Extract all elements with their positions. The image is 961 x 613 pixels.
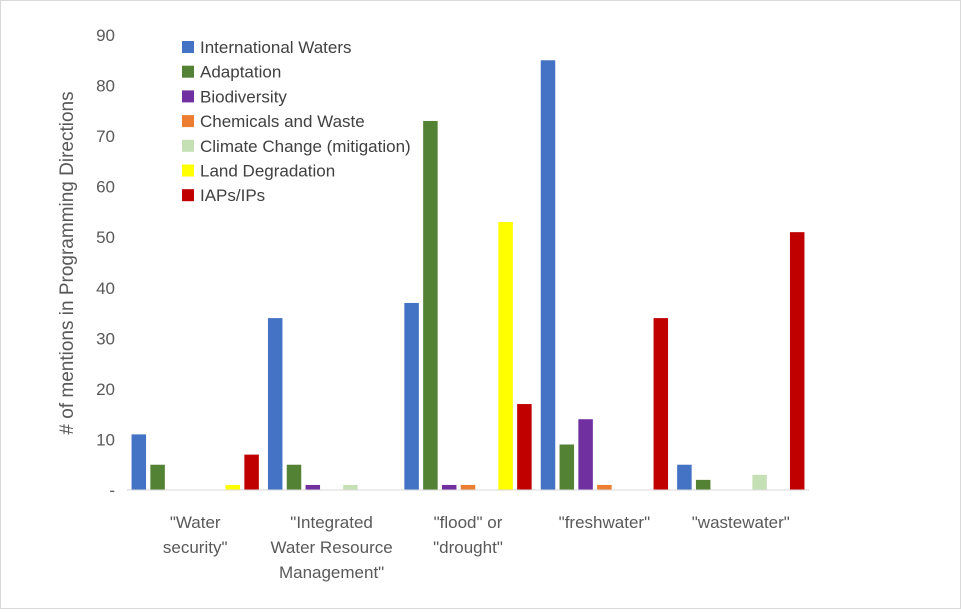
- bar: [517, 404, 532, 490]
- bar: [404, 302, 419, 490]
- bar: [677, 464, 692, 490]
- bar: [695, 479, 711, 490]
- legend-label: Chemicals and Waste: [200, 112, 365, 131]
- bar: [789, 232, 805, 490]
- legend-swatch: [182, 164, 194, 177]
- legend-swatch: [182, 41, 194, 53]
- y-tick-label: -: [109, 481, 115, 500]
- x-axis-category-labels: "Water security" "Integrated Water Resource…: [163, 513, 790, 582]
- legend-swatch: [182, 115, 194, 128]
- bar: [540, 60, 556, 491]
- bar: [559, 444, 575, 490]
- y-tick-label: 30: [96, 329, 115, 348]
- bar: [267, 318, 283, 490]
- y-tick-label: 80: [96, 77, 115, 96]
- legend-swatch: [182, 139, 194, 152]
- legend-swatch: [182, 90, 194, 103]
- legend-label: Adaptation: [200, 63, 281, 82]
- x-tick-label: "Water: [170, 513, 221, 532]
- y-tick-label: 90: [96, 26, 115, 45]
- legend-label: IAPs/IPs: [200, 186, 265, 205]
- legend-label: International Waters: [200, 38, 352, 57]
- bar: [244, 454, 259, 490]
- y-axis-label-group: # of mentions in Programming Directions: [57, 91, 78, 434]
- x-tick-label: Water Resource: [271, 538, 393, 557]
- x-tick-label: "freshwater": [559, 513, 650, 532]
- y-tick-label: 40: [96, 279, 115, 298]
- legend-swatch: [182, 189, 194, 202]
- bar: [441, 484, 457, 490]
- bar: [752, 474, 767, 490]
- bar: [131, 434, 147, 490]
- x-tick-label: "flood" or: [434, 513, 503, 532]
- y-tick-label: 50: [96, 228, 115, 247]
- bar: [343, 484, 358, 490]
- legend-swatch: [182, 65, 194, 78]
- x-tick-label: "wastewater": [692, 513, 790, 532]
- bar: [150, 464, 165, 490]
- bar: [286, 464, 302, 490]
- y-axis-ticks: - 10 20 30 40 50 60 70 80 90: [96, 26, 115, 500]
- bar: [423, 120, 438, 490]
- y-tick-label: 70: [96, 127, 115, 146]
- bar: [305, 484, 321, 490]
- x-tick-label: "Integrated: [290, 513, 373, 532]
- legend-label: Land Degradation: [200, 162, 335, 181]
- y-tick-label: 60: [96, 178, 115, 197]
- legend: International Waters Adaptation Biodiversi…: [182, 38, 411, 205]
- bar: [225, 484, 241, 490]
- y-tick-label: 10: [96, 430, 115, 449]
- x-tick-label: security": [163, 538, 228, 557]
- bar: [653, 318, 669, 490]
- bar: [597, 484, 612, 490]
- bar: [578, 419, 593, 490]
- x-tick-label: Management": [279, 563, 384, 582]
- legend-label: Biodiversity: [200, 87, 287, 106]
- bar: [498, 222, 513, 491]
- y-axis-label: # of mentions in Programming Directions: [57, 91, 78, 434]
- bars-group: [131, 60, 805, 491]
- x-tick-label: "drought": [433, 538, 503, 557]
- y-tick-label: 20: [96, 380, 115, 399]
- legend-label: Climate Change (mitigation): [200, 137, 411, 156]
- bar: [460, 484, 476, 490]
